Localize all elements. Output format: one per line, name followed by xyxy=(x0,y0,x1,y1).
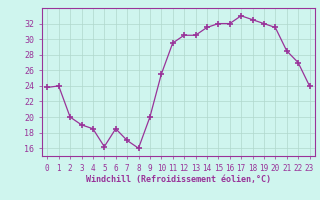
X-axis label: Windchill (Refroidissement éolien,°C): Windchill (Refroidissement éolien,°C) xyxy=(86,175,271,184)
